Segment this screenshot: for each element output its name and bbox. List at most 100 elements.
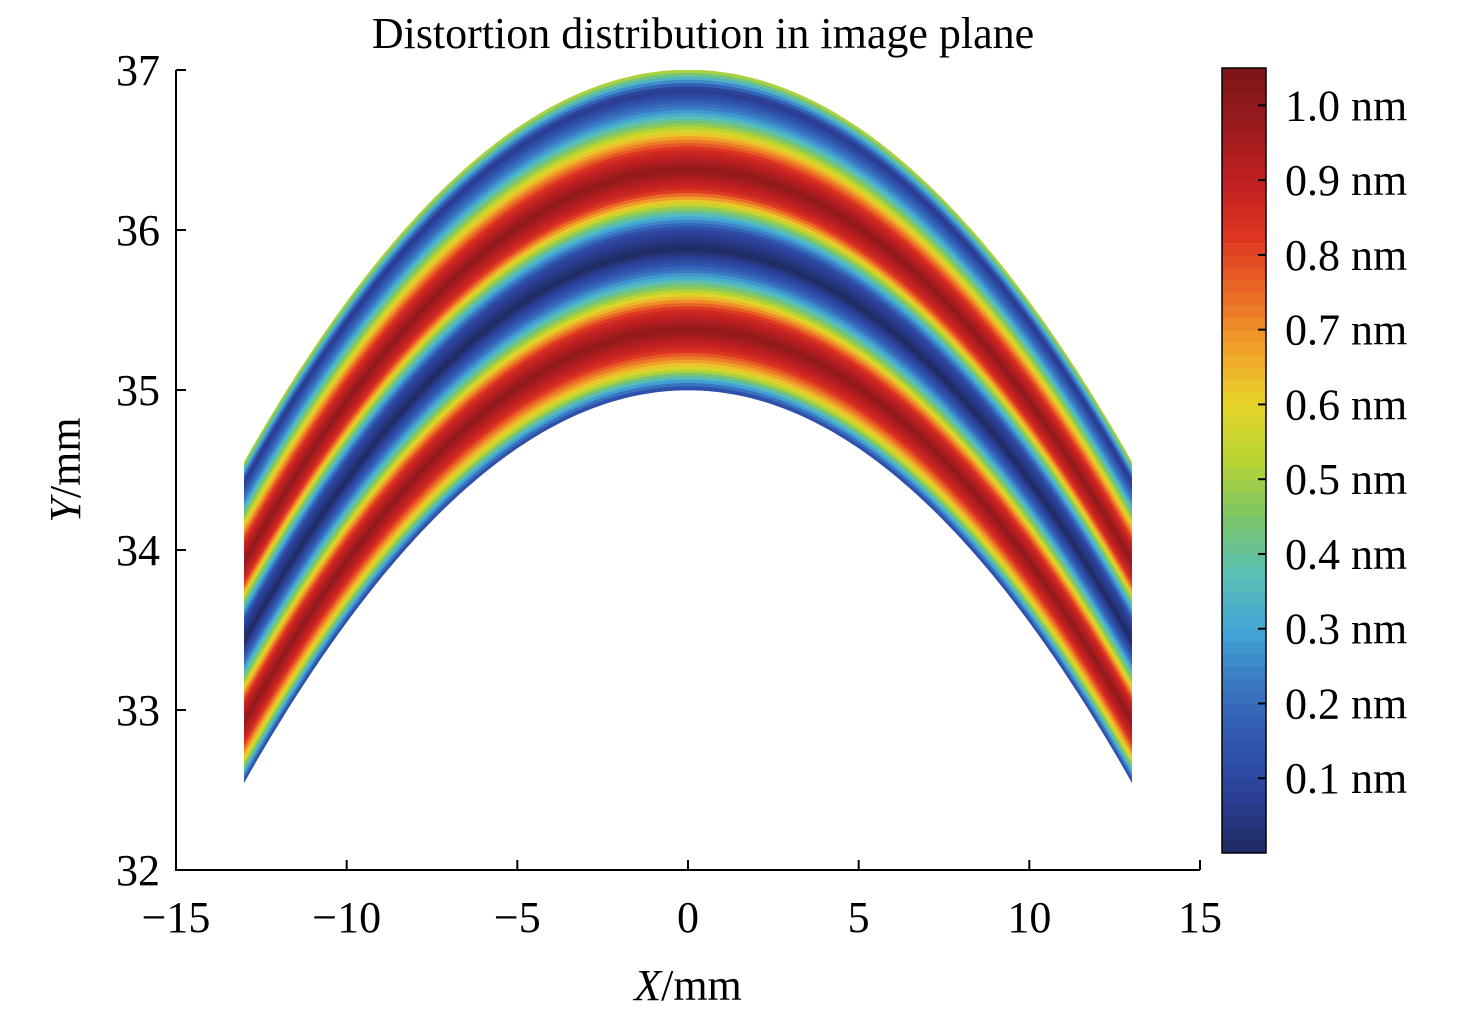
colorbar-segment	[1222, 92, 1266, 106]
colorbar-segment	[1222, 192, 1266, 206]
colorbar-segment	[1222, 790, 1266, 804]
colorbar-segment	[1222, 217, 1266, 231]
colorbar-segment	[1222, 516, 1266, 530]
colorbar-segment	[1222, 678, 1266, 692]
colorbar-segment	[1222, 67, 1266, 81]
colorbar-segment	[1222, 665, 1266, 679]
colorbar-segment	[1222, 329, 1266, 343]
colorbar-segment	[1222, 628, 1266, 642]
colorbar-segment	[1222, 266, 1266, 281]
colorbar-tick-label: 0.7 nm	[1285, 306, 1407, 355]
colorbar-segment	[1222, 416, 1266, 430]
y-tick-label: 37	[116, 46, 160, 95]
colorbar-segment	[1222, 366, 1266, 380]
colorbar-tick-label: 0.1 nm	[1285, 754, 1407, 803]
colorbar-segment	[1222, 653, 1266, 667]
colorbar-segment	[1222, 603, 1266, 617]
colorbar-segment	[1222, 379, 1266, 393]
x-tick-label: 15	[1178, 893, 1222, 942]
y-tick-label: 34	[116, 526, 160, 575]
colorbar-segment	[1222, 154, 1266, 169]
colorbar-segment	[1222, 590, 1266, 605]
y-axis-label-unit: /mm	[41, 417, 90, 498]
colorbar-segment	[1222, 777, 1266, 792]
x-axis: −15 −10 −5 0 5 10 15	[142, 860, 1222, 942]
colorbar-segment	[1222, 391, 1266, 405]
colorbar-segment	[1222, 640, 1266, 655]
colorbar-segment	[1222, 404, 1266, 418]
colorbar-segment	[1222, 840, 1266, 854]
colorbar-segment	[1222, 428, 1266, 443]
colorbar-segment	[1222, 129, 1266, 144]
colorbar-segment	[1222, 167, 1266, 181]
colorbar-segment	[1222, 528, 1266, 542]
colorbar-segment	[1222, 478, 1266, 493]
colorbar-tick-label: 0.9 nm	[1285, 156, 1407, 205]
colorbar-segment	[1222, 304, 1266, 318]
x-axis-label: X/mm	[632, 961, 742, 1010]
x-axis-label-variable: X	[632, 961, 663, 1010]
colorbar-segment	[1222, 80, 1266, 94]
colorbar-segment	[1222, 802, 1266, 817]
colorbar: 1.0 nm 0.9 nm 0.8 nm 0.7 nm 0.6 nm 0.5 nm 0.4 …	[1221, 67, 1407, 854]
colorbar-tick-label: 0.4 nm	[1285, 530, 1407, 579]
colorbar-segment	[1222, 466, 1266, 480]
colorbar-tick-label: 0.8 nm	[1285, 231, 1407, 280]
colorbar-segment	[1222, 491, 1266, 505]
colorbar-segment	[1222, 541, 1266, 555]
colorbar-tick-label: 0.3 nm	[1285, 605, 1407, 654]
colorbar-segment	[1222, 615, 1266, 630]
colorbar-segment	[1222, 316, 1266, 331]
colorbar-segment	[1222, 553, 1266, 567]
x-tick-label: 0	[677, 893, 699, 942]
colorbar-segment	[1222, 690, 1266, 704]
colorbar-segment	[1222, 104, 1266, 119]
colorbar-segment	[1222, 441, 1266, 455]
colorbar-segment	[1222, 727, 1266, 742]
colorbar-segment	[1222, 715, 1266, 729]
x-tick-label: 5	[848, 893, 870, 942]
colorbar-segment	[1222, 291, 1266, 306]
colorbar-segment	[1222, 703, 1266, 717]
colorbar-tick-label: 0.6 nm	[1285, 380, 1407, 429]
colorbar-segment	[1222, 229, 1266, 243]
y-tick-label: 33	[116, 686, 160, 735]
colorbar-segment	[1222, 204, 1266, 218]
colorbar-segment	[1222, 578, 1266, 592]
colorbar-segment	[1222, 117, 1266, 131]
colorbar-tick-label: 1.0 nm	[1285, 81, 1407, 130]
y-axis-label-variable: Y	[41, 494, 90, 523]
y-tick-label: 36	[116, 206, 160, 255]
colorbar-segment	[1222, 242, 1266, 256]
y-axis: 32 33 34 35 36 37	[116, 46, 186, 895]
x-tick-label: 10	[1007, 893, 1051, 942]
x-axis-label-unit: /mm	[661, 961, 742, 1010]
colorbar-segment	[1222, 566, 1266, 580]
colorbar-segment	[1222, 503, 1266, 517]
colorbar-segment	[1222, 254, 1266, 268]
colorbar-segment	[1222, 752, 1266, 767]
y-tick-label: 32	[116, 846, 160, 895]
colorbar-segment	[1222, 142, 1266, 156]
x-tick-label: −5	[494, 893, 541, 942]
x-tick-label: −10	[312, 893, 381, 942]
colorbar-tick-label: 0.5 nm	[1285, 455, 1407, 504]
y-tick-label: 35	[116, 366, 160, 415]
heatmap-field	[244, 70, 1132, 784]
colorbar-segment	[1222, 740, 1266, 754]
colorbar-segment	[1222, 453, 1266, 468]
y-axis-label: Y/mm	[41, 417, 90, 522]
colorbar-segment	[1222, 815, 1266, 829]
colorbar-tick-label: 0.2 nm	[1285, 679, 1407, 728]
heatmap-band	[244, 386, 1132, 784]
colorbar-segment	[1222, 179, 1266, 194]
chart-title: Distortion distribution in image plane	[372, 9, 1034, 58]
colorbar-segment	[1222, 354, 1266, 368]
colorbar-segment	[1222, 341, 1266, 355]
colorbar-segment	[1222, 279, 1266, 293]
colorbar-segment	[1222, 765, 1266, 779]
x-tick-label: −15	[142, 893, 211, 942]
colorbar-segment	[1222, 827, 1266, 841]
colorbar-frame	[1221, 67, 1267, 854]
